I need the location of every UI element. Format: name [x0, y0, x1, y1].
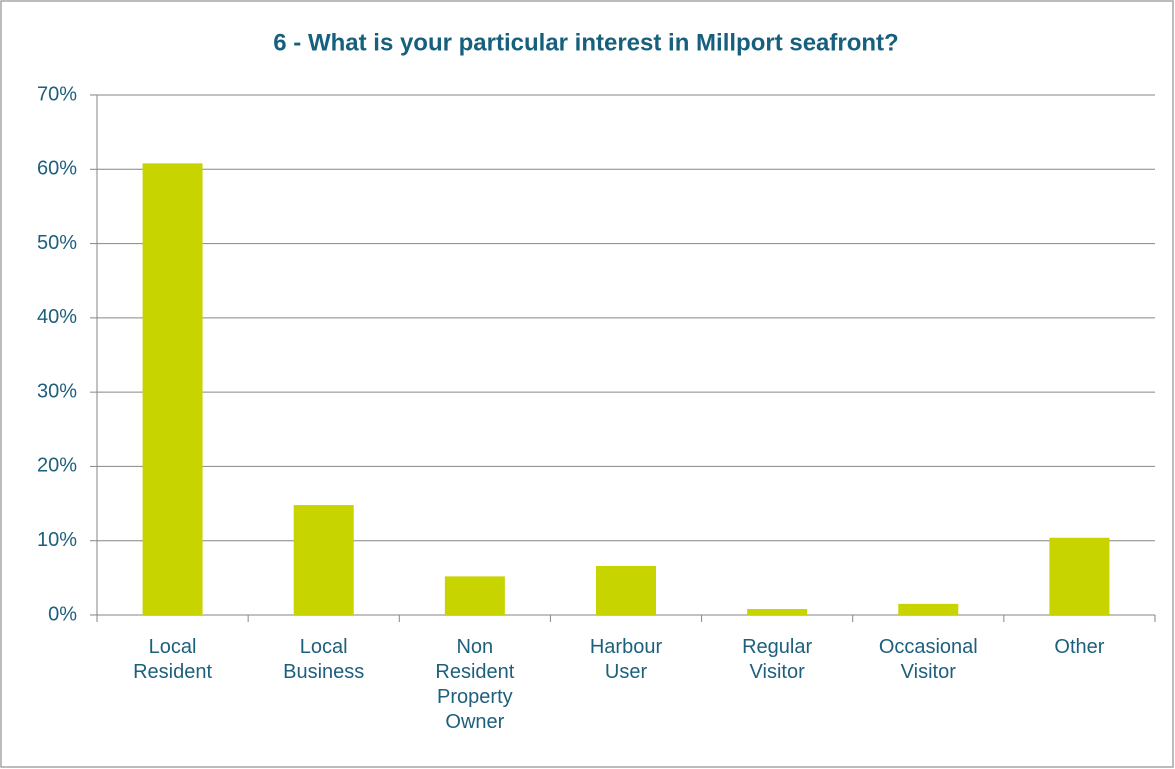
- bar: [293, 505, 354, 615]
- y-tick-label: 0%: [48, 603, 77, 625]
- bar: [898, 603, 959, 615]
- y-tick-label: 70%: [37, 83, 77, 105]
- bar: [596, 565, 656, 615]
- x-tick-label: Regular Visitor: [742, 636, 813, 683]
- bar: [142, 163, 203, 616]
- bar: [747, 609, 808, 615]
- x-tick-label: Other: [1054, 636, 1105, 658]
- chart-title: 6 - What is your particular interest in …: [273, 29, 898, 56]
- x-tick-label: Local Business: [283, 636, 365, 683]
- y-tick-label: 50%: [37, 232, 77, 254]
- x-tick-label: Harbour User: [589, 636, 663, 683]
- y-tick-label: 20%: [37, 455, 77, 477]
- x-tick-label: Local Resident: [133, 636, 213, 683]
- y-tick-label: 40%: [37, 306, 77, 328]
- y-tick-label: 10%: [37, 529, 77, 551]
- bar: [444, 576, 505, 615]
- x-tick-label: Occasional Visitor: [878, 636, 978, 683]
- y-tick-label: 30%: [37, 380, 77, 402]
- x-tick-label: Non Resident Property Owner: [435, 636, 515, 733]
- y-tick-label: 60%: [37, 158, 77, 180]
- bar: [1049, 537, 1110, 615]
